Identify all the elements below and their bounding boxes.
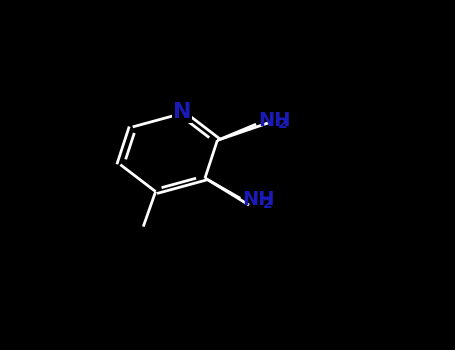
Text: NH: NH <box>242 190 274 209</box>
Text: 2: 2 <box>263 197 272 211</box>
Text: N: N <box>173 102 191 122</box>
Text: NH: NH <box>258 111 290 130</box>
Text: 2: 2 <box>278 117 288 131</box>
